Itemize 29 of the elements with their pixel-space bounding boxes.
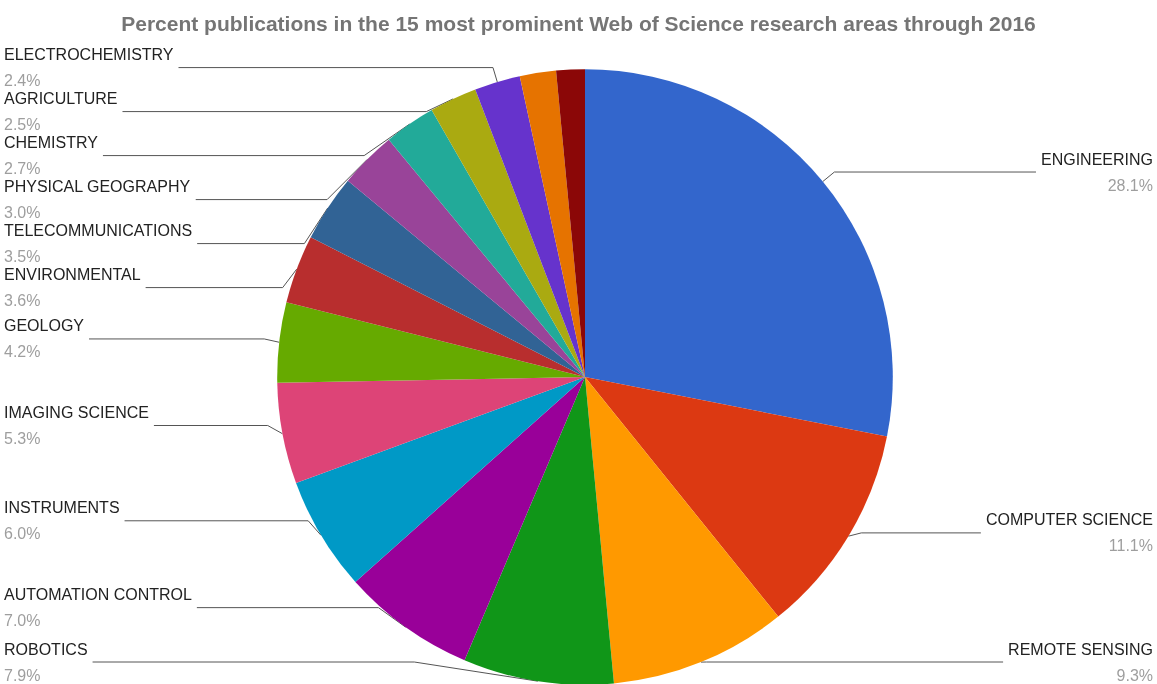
chart-title: Percent publications in the 15 most prominent Web of Science research areas through 2016 (121, 12, 1036, 35)
data-label: 2.7% (4, 160, 41, 178)
data-label: 2.4% (4, 72, 41, 90)
slice-label: GEOLOGY (4, 317, 85, 335)
slice-label: IMAGING SCIENCE (4, 404, 149, 421)
data-label: 3.6% (4, 292, 41, 310)
data-label: 4.2% (4, 343, 41, 361)
slice-label: AGRICULTURE (4, 90, 118, 108)
data-label: 11.1% (1108, 537, 1153, 555)
slice-label: TELECOMMUNICATIONS (4, 222, 193, 240)
data-label: 3.0% (4, 204, 41, 222)
slice-label: ENVIRONMENTAL (4, 266, 141, 284)
data-label: 9.3% (1116, 666, 1153, 684)
data-label: 28.1% (1107, 176, 1153, 194)
slice-label: AUTOMATION CONTROL (4, 586, 192, 604)
data-label: 3.5% (4, 248, 41, 266)
slice-label: ENGINEERING (1040, 150, 1153, 168)
slice-label: REMOTE SENSING (1008, 640, 1153, 658)
data-label: 7.0% (4, 612, 41, 630)
slice-label: CHEMISTRY (4, 134, 99, 152)
data-label: 6.0% (4, 525, 41, 543)
slice-label: COMPUTER SCIENCE (985, 511, 1153, 529)
slice-label: ROBOTICS (4, 640, 88, 658)
slice-label: INSTRUMENTS (4, 499, 120, 517)
data-label: 5.3% (4, 430, 41, 447)
data-label: 2.5% (4, 116, 41, 134)
slice-label: ELECTROCHEMISTRY (4, 46, 174, 64)
slice-label: PHYSICAL GEOGRAPHY (4, 178, 191, 196)
data-label: 7.9% (4, 666, 41, 684)
